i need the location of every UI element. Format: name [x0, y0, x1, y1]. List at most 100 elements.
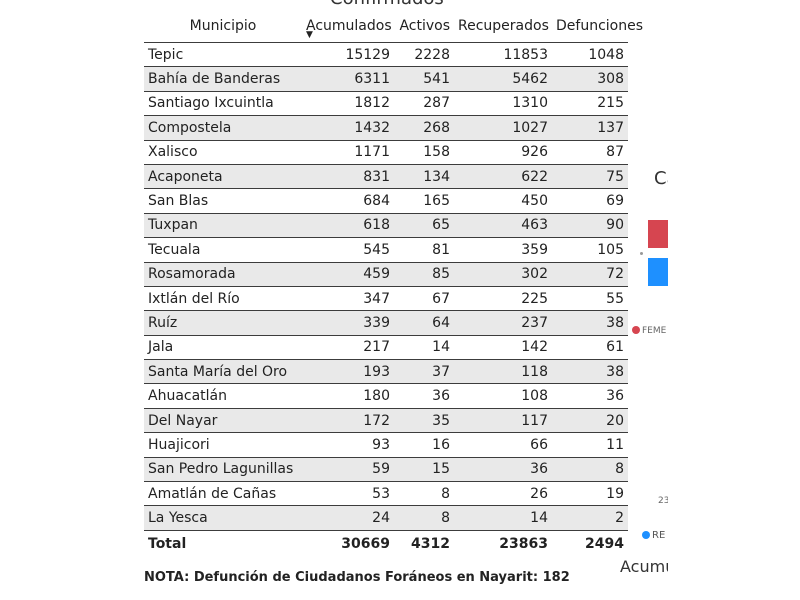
cell-municipio: Tuxpan: [144, 213, 302, 239]
cell-activos: 65: [394, 213, 454, 239]
cell-recuperados: 225: [454, 286, 552, 312]
cell-acumulados: 193: [302, 359, 394, 385]
table-row[interactable]: Bahía de Banderas 6311 541 5462 308: [144, 66, 628, 92]
header-recuperados[interactable]: Recuperados: [454, 10, 552, 43]
cell-municipio: Rosamorada: [144, 262, 302, 287]
header-defunciones[interactable]: Defunciones: [552, 10, 643, 43]
header-activos[interactable]: Activos: [394, 10, 454, 43]
cell-acumulados: 6311: [302, 66, 394, 92]
legend-dot-icon: [642, 531, 650, 539]
table-row[interactable]: Santiago Ixcuintla 1812 287 1310 215: [144, 91, 628, 117]
cell-recuperados: 302: [454, 262, 552, 287]
cell-acumulados: 172: [302, 408, 394, 434]
cell-acumulados: 347: [302, 286, 394, 312]
header-municipio[interactable]: Municipio: [144, 10, 302, 43]
footnote: NOTA: Defunción de Ciudadanos Foráneos e…: [144, 570, 570, 585]
cell-acumulados: 339: [302, 310, 394, 336]
table-row[interactable]: Tecuala 545 81 359 105: [144, 237, 628, 263]
cell-acumulados: 831: [302, 164, 394, 190]
cell-recuperados: 5462: [454, 66, 552, 92]
table-row[interactable]: San Blas 684 165 450 69: [144, 188, 628, 214]
cell-recuperados: 11853: [454, 42, 552, 68]
legend-dot-icon: [632, 326, 640, 334]
cell-recuperados: 108: [454, 383, 552, 409]
cell-recuperados: 118: [454, 359, 552, 385]
cell-recuperados: 622: [454, 164, 552, 190]
cell-recuperados: 359: [454, 237, 552, 263]
cell-activos: 8: [394, 481, 454, 507]
table-row[interactable]: Del Nayar 172 35 117 20: [144, 408, 628, 434]
cell-municipio: Ahuacatlán: [144, 383, 302, 409]
table-row[interactable]: Tepic 15129 2228 11853 1048: [144, 42, 628, 68]
cell-defunciones: 69: [552, 188, 628, 214]
cell-activos: 37: [394, 359, 454, 385]
cell-municipio: Compostela: [144, 115, 302, 141]
table-row[interactable]: Compostela 1432 268 1027 137: [144, 115, 628, 141]
cell-acumulados: 684: [302, 188, 394, 214]
total-activos: 4312: [394, 529, 454, 557]
cell-defunciones: 38: [552, 310, 628, 336]
side-chart-title: Ca: [654, 168, 672, 189]
total-recuperados: 23863: [454, 529, 552, 557]
cell-acumulados: 59: [302, 457, 394, 483]
table-row[interactable]: Santa María del Oro 193 37 118 38: [144, 359, 628, 385]
cell-activos: 64: [394, 310, 454, 336]
table-row[interactable]: Amatlán de Cañas 53 8 26 19: [144, 481, 628, 507]
cell-acumulados: 93: [302, 432, 394, 458]
cell-recuperados: 450: [454, 188, 552, 214]
cell-activos: 81: [394, 237, 454, 263]
cell-recuperados: 14: [454, 505, 552, 531]
table-row[interactable]: Acaponeta 831 134 622 75: [144, 164, 628, 190]
table-row[interactable]: Huajicori 93 16 66 11: [144, 432, 628, 458]
cell-activos: 541: [394, 66, 454, 92]
cell-defunciones: 36: [552, 383, 628, 409]
cell-defunciones: 90: [552, 213, 628, 239]
cell-recuperados: 1027: [454, 115, 552, 141]
cell-acumulados: 618: [302, 213, 394, 239]
table-row[interactable]: Tuxpan 618 65 463 90: [144, 213, 628, 239]
sort-descending-icon: ▼: [306, 30, 313, 40]
cell-activos: 15: [394, 457, 454, 483]
table-body: Tepic 15129 2228 11853 1048 Bahía de Banderas…: [144, 42, 628, 531]
table-title: Confirmados: [330, 0, 444, 9]
cell-recuperados: 66: [454, 432, 552, 458]
cell-defunciones: 8: [552, 457, 628, 483]
cell-acumulados: 15129: [302, 42, 394, 68]
cell-defunciones: 308: [552, 66, 628, 92]
cell-activos: 165: [394, 188, 454, 214]
table-row[interactable]: Jala 217 14 142 61: [144, 335, 628, 361]
cell-defunciones: 72: [552, 262, 628, 287]
cell-municipio: Xalisco: [144, 140, 302, 165]
cell-municipio: San Blas: [144, 188, 302, 214]
cell-activos: 14: [394, 335, 454, 361]
table-row[interactable]: Ixtlán del Río 347 67 225 55: [144, 286, 628, 312]
table-row[interactable]: Rosamorada 459 85 302 72: [144, 262, 628, 287]
cell-acumulados: 53: [302, 481, 394, 507]
table-row[interactable]: La Yesca 24 8 14 2: [144, 505, 628, 531]
cell-defunciones: 20: [552, 408, 628, 434]
table-row[interactable]: Xalisco 1171 158 926 87: [144, 140, 628, 165]
cell-municipio: La Yesca: [144, 505, 302, 531]
cell-activos: 67: [394, 286, 454, 312]
cell-acumulados: 24: [302, 505, 394, 531]
cell-municipio: San Pedro Lagunillas: [144, 457, 302, 483]
cell-municipio: Bahía de Banderas: [144, 66, 302, 92]
cell-recuperados: 26: [454, 481, 552, 507]
cell-municipio: Tepic: [144, 42, 302, 68]
cell-acumulados: 180: [302, 383, 394, 409]
blank-area: [668, 0, 800, 600]
cell-recuperados: 237: [454, 310, 552, 336]
table-row[interactable]: San Pedro Lagunillas 59 15 36 8: [144, 457, 628, 483]
cell-recuperados: 117: [454, 408, 552, 434]
cell-defunciones: 19: [552, 481, 628, 507]
cell-acumulados: 1432: [302, 115, 394, 141]
cell-activos: 36: [394, 383, 454, 409]
cell-acumulados: 1171: [302, 140, 394, 165]
table-row[interactable]: Ruíz 339 64 237 38: [144, 310, 628, 336]
header-acumulados[interactable]: Acumulados ▼: [302, 10, 394, 43]
table-row[interactable]: Ahuacatlán 180 36 108 36: [144, 383, 628, 409]
cell-defunciones: 38: [552, 359, 628, 385]
legend-re: RE: [642, 530, 665, 541]
side-chart-partial: Ca FEME 23 RE: [632, 150, 672, 590]
cell-defunciones: 2: [552, 505, 628, 531]
